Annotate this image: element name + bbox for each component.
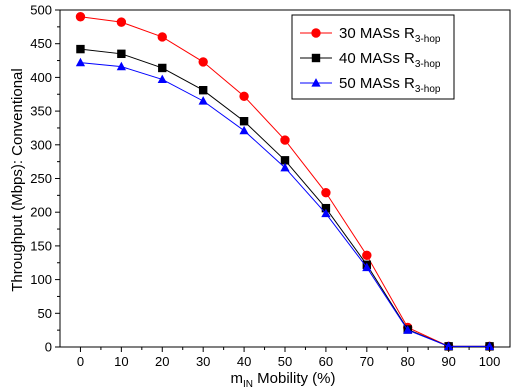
x-tick-label: 0: [77, 354, 84, 369]
y-axis-title: Throughput (Mbps): Conventional: [9, 68, 26, 291]
y-tick-label: 500: [30, 3, 52, 18]
y-tick-label: 450: [30, 36, 52, 51]
data-point-square: [158, 64, 166, 72]
y-tick-label: 0: [45, 340, 52, 355]
data-point-triangle: [239, 126, 248, 134]
x-axis-title: mIN Mobility (%): [230, 370, 335, 388]
data-point-circle: [312, 29, 320, 37]
y-tick-label: 100: [30, 272, 52, 287]
y-tick-label: 150: [30, 238, 52, 253]
y-tick-label: 200: [30, 205, 52, 220]
y-tick-label: 50: [38, 306, 52, 321]
legend-label-main: 40 MASs R: [339, 50, 415, 67]
data-point-square: [240, 117, 248, 125]
x-tick-label: 100: [479, 354, 501, 369]
y-tick-label: 350: [30, 104, 52, 119]
y-tick-label: 300: [30, 137, 52, 152]
data-point-square: [312, 54, 320, 62]
x-axis-title-rest: Mobility (%): [253, 370, 336, 387]
legend-label-subscript: 3-hop: [415, 59, 441, 70]
x-tick-label: 40: [237, 354, 251, 369]
x-tick-label: 80: [400, 354, 414, 369]
data-point-square: [76, 45, 84, 53]
series-line: [80, 63, 489, 347]
data-point-circle: [281, 136, 289, 144]
x-tick-label: 30: [196, 354, 210, 369]
legend-label-main: 50 MASs R: [339, 75, 415, 92]
x-tick-label: 20: [155, 354, 169, 369]
x-axis-title-main: m: [230, 370, 243, 387]
legend-label-subscript: 3-hop: [415, 84, 441, 95]
x-tick-label: 10: [114, 354, 128, 369]
y-tick-label: 400: [30, 70, 52, 85]
y-tick-label: 250: [30, 171, 52, 186]
legend-label-main: 30 MASs R: [339, 25, 415, 42]
x-tick-label: 70: [360, 354, 374, 369]
x-tick-label: 90: [441, 354, 455, 369]
data-point-circle: [158, 33, 166, 41]
data-point-circle: [363, 251, 371, 259]
data-point-square: [199, 86, 207, 94]
data-point-circle: [76, 13, 84, 21]
data-point-circle: [117, 18, 125, 26]
data-point-circle: [240, 92, 248, 100]
data-point-triangle: [199, 96, 208, 104]
series-3: [76, 58, 494, 350]
data-point-triangle: [76, 58, 85, 66]
data-point-circle: [322, 188, 330, 196]
x-axis-title-subscript: IN: [243, 379, 253, 388]
x-tick-label: 60: [319, 354, 333, 369]
data-point-square: [117, 50, 125, 58]
data-point-circle: [199, 58, 207, 66]
legend-label-subscript: 3-hop: [415, 34, 441, 45]
x-tick-label: 50: [278, 354, 292, 369]
